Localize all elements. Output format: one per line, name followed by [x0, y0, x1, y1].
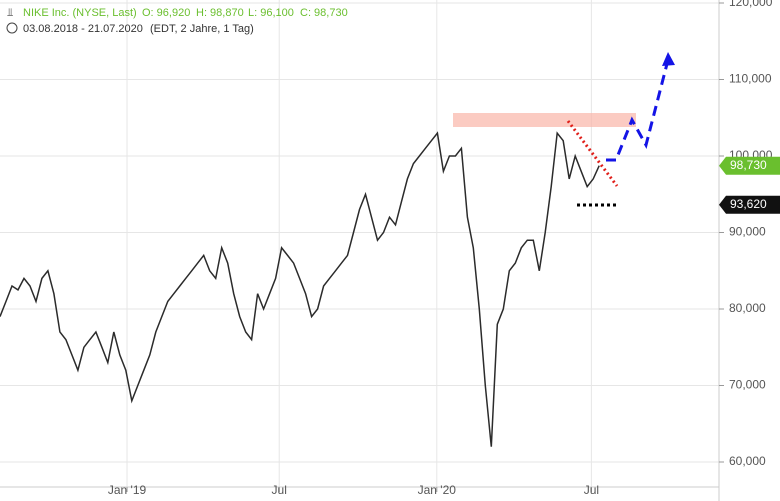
price-tag-label: 98,730 [730, 158, 767, 172]
close: C: 98,730 [300, 7, 348, 19]
y-tick-label: 110,000 [729, 72, 772, 86]
y-tick-label: 70,000 [729, 378, 766, 392]
y-tick-label: 120,000 [729, 0, 773, 9]
instrument: NIKE Inc. (NYSE, Last) [23, 7, 137, 19]
price-line [0, 131, 600, 447]
price-tag [719, 156, 780, 175]
y-tick-label: 60,000 [729, 454, 766, 468]
x-tick-label: Jan '19 [108, 483, 147, 497]
y-tick-label: 90,000 [729, 225, 766, 239]
resistance-zone [453, 113, 636, 127]
high: H: 98,870 [196, 7, 244, 19]
arrow-head [662, 52, 675, 66]
x-tick-label: Jan '20 [418, 483, 457, 497]
projection-arrow [606, 59, 670, 162]
open: O: 96,920 [142, 7, 190, 19]
header: ⫫ NIKE Inc. (NYSE, Last) O: 96,920 H: 98… [6, 7, 348, 35]
y-tick-label: 80,000 [729, 301, 766, 315]
trend-line [566, 120, 619, 187]
icon: ⫫ [7, 7, 13, 19]
date-range: 03.08.2018 - 21.07.2020 [23, 23, 143, 35]
clock-icon [6, 22, 18, 34]
range-info: (EDT, 2 Jahre, 1 Tag) [150, 23, 254, 35]
low: L: 96,100 [248, 7, 294, 19]
x-tick-label: Jul [272, 483, 287, 497]
plot [0, 131, 600, 447]
price-tag-label: 93,620 [730, 197, 767, 211]
x-tick-label: Jul [584, 483, 599, 497]
grid [0, 0, 719, 487]
price-tag [719, 195, 780, 214]
